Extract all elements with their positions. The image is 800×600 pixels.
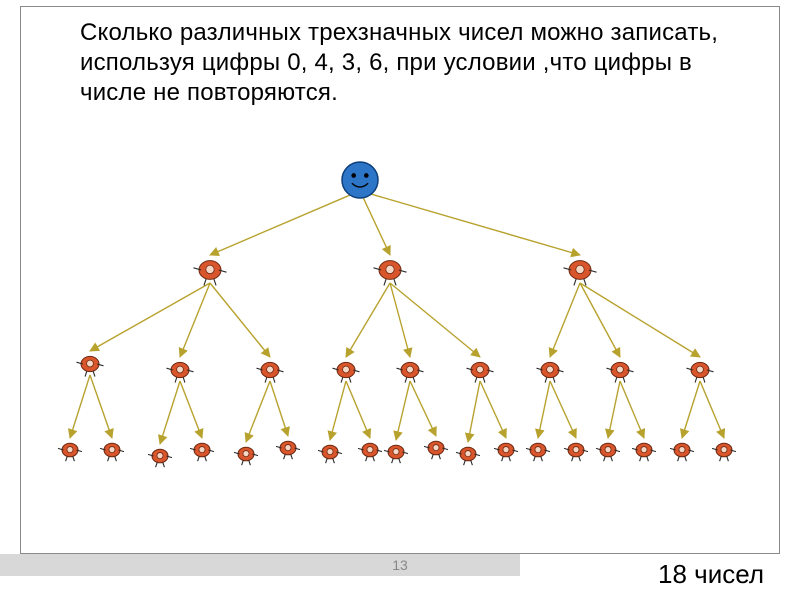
tree-diagram: [20, 150, 780, 550]
slide: Сколько различных трехзначных чисел можн…: [0, 0, 800, 600]
question-text: Сколько различных трехзначных чисел можн…: [80, 18, 720, 108]
answer-text: 18 чисел: [658, 559, 764, 590]
